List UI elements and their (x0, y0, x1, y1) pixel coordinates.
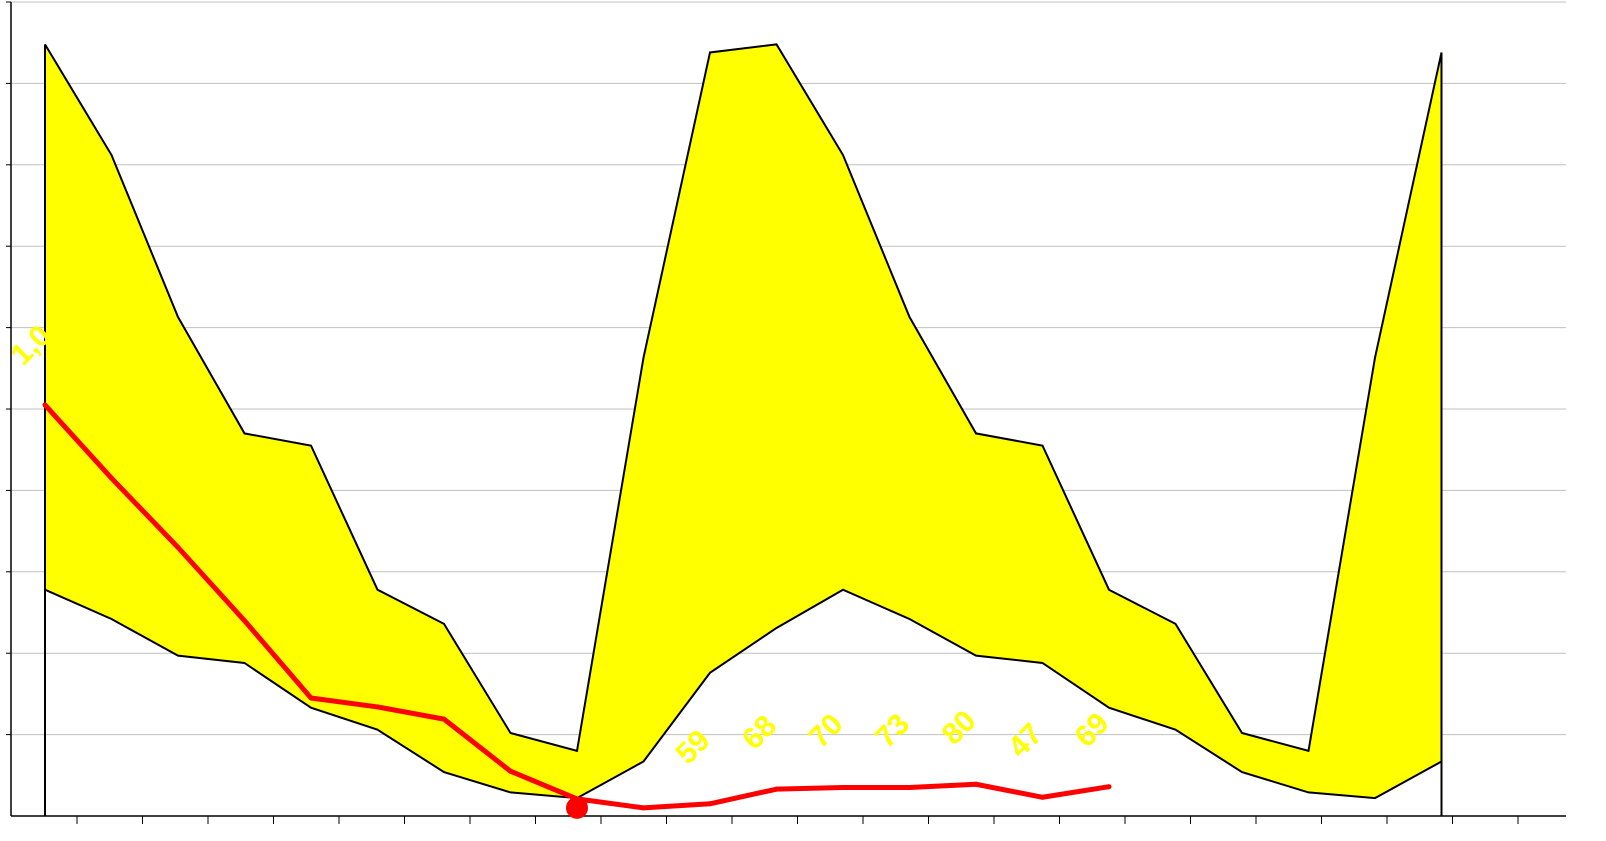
series-point (375, 704, 380, 710)
series-point (1040, 794, 1045, 800)
data-label: 80 (936, 704, 983, 751)
series-point (973, 781, 979, 787)
data-label: 59 (670, 724, 717, 771)
series-point (774, 786, 779, 792)
series-point (840, 785, 846, 791)
series-point (109, 475, 114, 481)
series-point (641, 805, 646, 811)
data-label: 47 (1002, 717, 1049, 764)
series-point (1106, 784, 1112, 790)
highlight-point (566, 796, 588, 819)
data-label: 73 (869, 708, 916, 755)
data-label: 69 (1069, 707, 1116, 754)
band-upper-edge (44, 43, 1443, 753)
series-point (707, 801, 713, 807)
data-label: 68 (736, 709, 783, 756)
band-lower-edge (44, 588, 1442, 800)
range-band (45, 44, 1442, 799)
series-point (175, 544, 181, 550)
series-point (441, 716, 447, 722)
series-point (907, 785, 912, 791)
series-point (42, 402, 48, 408)
series-point (308, 695, 314, 701)
series-point (242, 618, 247, 624)
data-label: 70 (803, 708, 850, 755)
series-point (508, 768, 513, 774)
